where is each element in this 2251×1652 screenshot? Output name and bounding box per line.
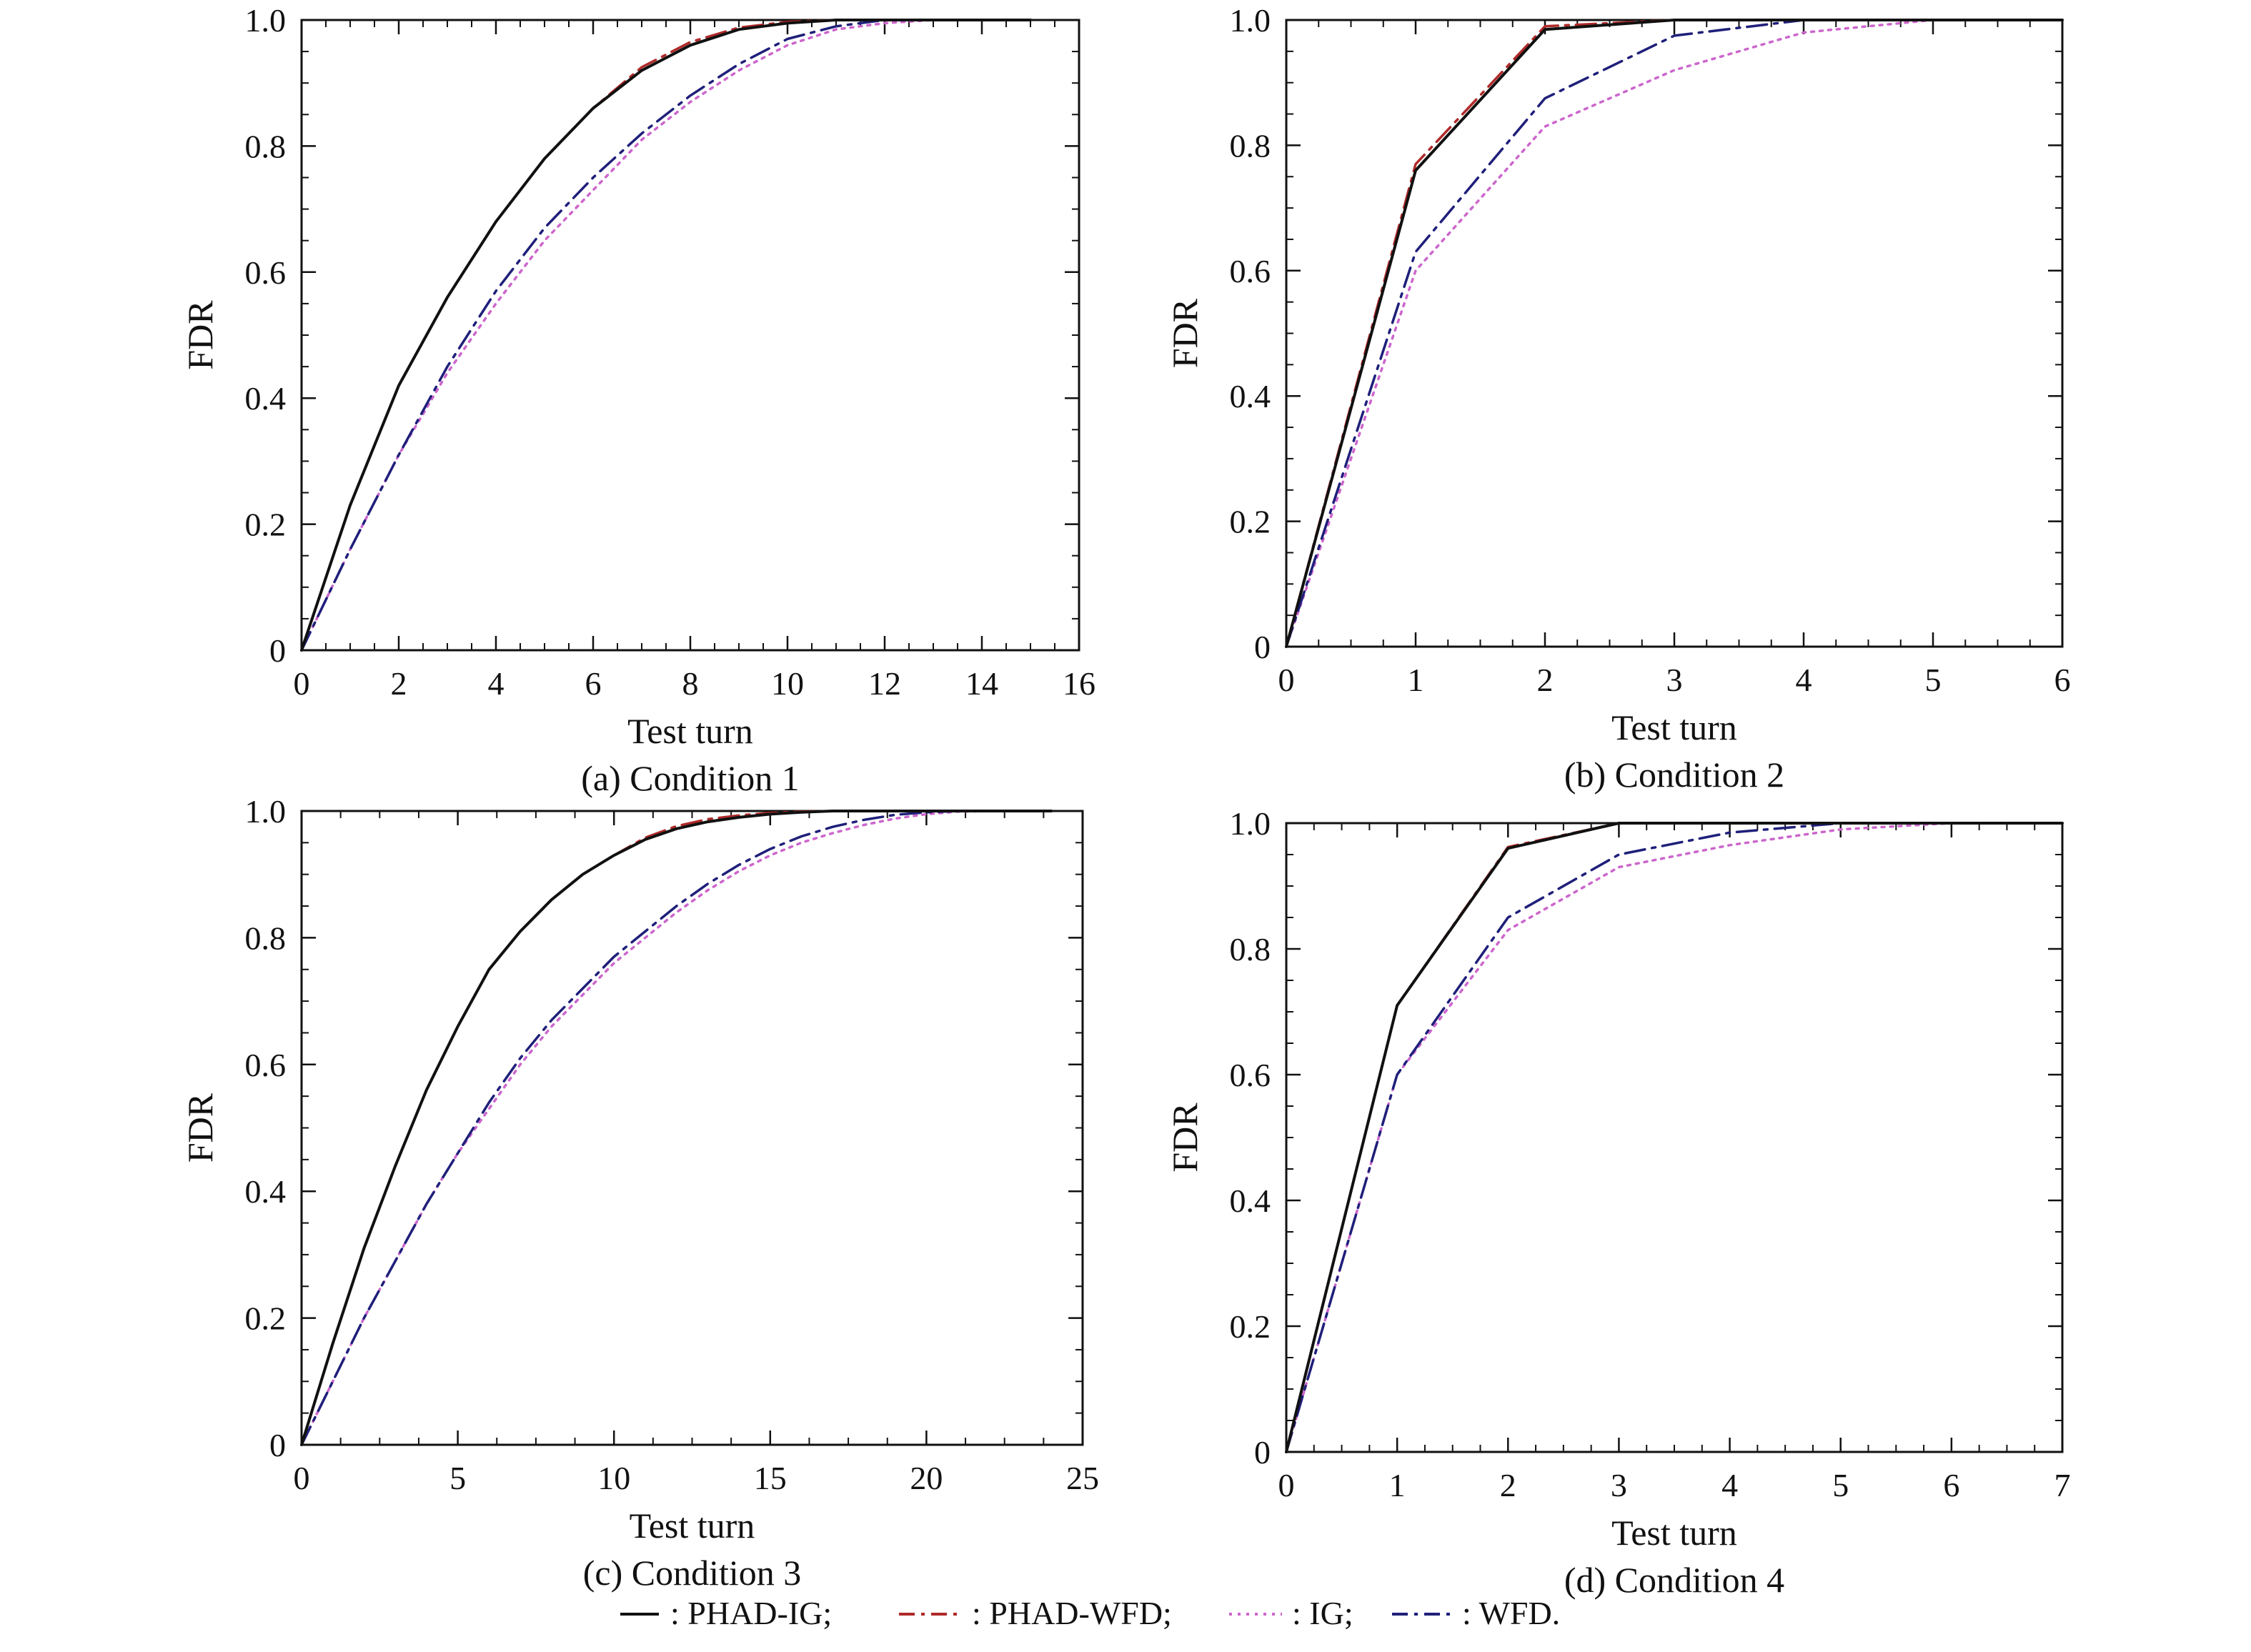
x-tick-label: 16 bbox=[1063, 665, 1095, 702]
series-line-phad-ig bbox=[300, 19, 1032, 652]
series-line-ig bbox=[1285, 19, 2064, 648]
y-tick-label: 0.4 bbox=[1230, 1183, 1271, 1219]
x-tick-label: 3 bbox=[1611, 1467, 1627, 1503]
plot-frame bbox=[1285, 19, 2064, 648]
series-line-wfd bbox=[300, 810, 1053, 1446]
plot-frame bbox=[300, 19, 1080, 652]
y-tick-label: 0 bbox=[269, 1427, 286, 1463]
legend-label: : PHAD-WFD; bbox=[972, 1595, 1172, 1631]
x-tick-label: 12 bbox=[868, 665, 901, 702]
x-tick-label: 4 bbox=[1796, 662, 1812, 698]
y-tick-label: 1.0 bbox=[245, 793, 287, 830]
x-tick-label: 6 bbox=[2054, 662, 2071, 698]
x-axis-title: Test turn bbox=[1611, 707, 1737, 747]
series-line-phad-ig bbox=[300, 810, 1053, 1446]
x-tick-label: 4 bbox=[1721, 1467, 1738, 1503]
y-tick-label: 0.2 bbox=[1230, 1308, 1271, 1345]
x-tick-label: 2 bbox=[1537, 662, 1554, 698]
x-tick-label: 14 bbox=[965, 665, 998, 702]
y-tick-label: 0 bbox=[269, 632, 286, 669]
y-tick-label: 0.8 bbox=[245, 128, 287, 164]
y-tick-label: 0.6 bbox=[1230, 1057, 1271, 1093]
x-tick-label: 5 bbox=[1832, 1467, 1849, 1503]
series-line-phad-wfd bbox=[1285, 19, 2064, 648]
y-tick-label: 1.0 bbox=[245, 2, 287, 39]
y-tick-label: 0.2 bbox=[1230, 504, 1271, 540]
panel-caption: (a) Condition 1 bbox=[581, 758, 800, 798]
y-tick-label: 0 bbox=[1254, 629, 1271, 665]
y-tick-label: 0.8 bbox=[245, 920, 287, 956]
panel-caption: (c) Condition 3 bbox=[583, 1553, 802, 1593]
x-tick-label: 8 bbox=[682, 665, 699, 702]
legend-item-ig: : IG; bbox=[1229, 1595, 1353, 1631]
x-tick-label: 4 bbox=[488, 665, 505, 702]
y-tick-label: 0.4 bbox=[1230, 378, 1271, 414]
x-tick-label: 1 bbox=[1389, 1467, 1406, 1503]
series-line-phad-ig bbox=[1285, 822, 2064, 1453]
x-tick-label: 10 bbox=[771, 665, 804, 702]
x-axis-title: Test turn bbox=[627, 711, 753, 751]
series-line-wfd bbox=[1285, 822, 2064, 1453]
y-tick-label: 1.0 bbox=[1230, 2, 1271, 39]
series-line-wfd bbox=[300, 19, 1032, 652]
legend-item-phad-wfd: : PHAD-WFD; bbox=[899, 1595, 1172, 1631]
x-tick-label: 5 bbox=[1925, 662, 1942, 698]
plot-frame bbox=[300, 810, 1084, 1446]
chart-panel-3: 0 0.2 0.4 0.6 0.8 1.0 0 5 10 15 20 25 Test turn FDR (c… bbox=[180, 793, 1099, 1593]
series-line-phad-wfd bbox=[1285, 822, 2064, 1453]
legend-item-phad-ig: : PHAD-IG; bbox=[620, 1595, 832, 1631]
legend-label: : WFD. bbox=[1462, 1595, 1560, 1631]
x-tick-label: 0 bbox=[1278, 662, 1295, 698]
y-tick-label: 0.6 bbox=[1230, 253, 1271, 289]
x-tick-label: 5 bbox=[449, 1460, 466, 1496]
legend-label: : IG; bbox=[1292, 1595, 1353, 1631]
series-line-wfd bbox=[1285, 19, 2064, 648]
legend: : PHAD-IG; : PHAD-WFD; : IG; : WFD. bbox=[620, 1595, 1560, 1631]
y-tick-label: 0.4 bbox=[245, 1173, 287, 1210]
x-tick-label: 6 bbox=[1943, 1467, 1959, 1503]
plot-frame bbox=[1285, 822, 2064, 1453]
y-tick-label: 1.0 bbox=[1230, 805, 1271, 842]
series-line-phad-ig bbox=[1285, 19, 2064, 648]
legend-label: : PHAD-IG; bbox=[670, 1595, 832, 1631]
x-tick-label: 0 bbox=[1278, 1467, 1295, 1503]
x-tick-label: 7 bbox=[2054, 1467, 2071, 1503]
y-tick-label: 0.4 bbox=[245, 380, 287, 417]
x-tick-label: 2 bbox=[1500, 1467, 1516, 1503]
chart-panel-2: 0 0.2 0.4 0.6 0.8 1.0 0 1 2 3 4 5 6 Test turn FDR (b) C… bbox=[1165, 2, 2071, 795]
x-tick-label: 6 bbox=[585, 665, 602, 702]
series-line-ig bbox=[300, 19, 1032, 652]
y-axis-title: FDR bbox=[180, 1093, 220, 1163]
panel-caption: (b) Condition 2 bbox=[1564, 755, 1784, 795]
panel-caption: (d) Condition 4 bbox=[1564, 1560, 1784, 1600]
y-tick-label: 0.8 bbox=[1230, 931, 1271, 967]
x-tick-label: 1 bbox=[1408, 662, 1424, 698]
y-axis-title: FDR bbox=[1165, 298, 1205, 368]
y-tick-label: 0.8 bbox=[1230, 127, 1271, 164]
x-tick-label: 25 bbox=[1066, 1460, 1099, 1496]
y-axis-title: FDR bbox=[180, 300, 220, 370]
chart-panel-4: 0 0.2 0.4 0.6 0.8 1.0 0 1 2 3 4 5 6 7 Test turn FDR (d) … bbox=[1165, 805, 2071, 1600]
x-axis-title: Test turn bbox=[630, 1506, 755, 1546]
x-tick-label: 2 bbox=[391, 665, 407, 702]
chart-panel-1: 0 0.2 0.4 0.6 0.8 1.0 0 2 4 6 8 10 12 14 16 Test turn FD… bbox=[180, 2, 1095, 798]
x-axis-title: Test turn bbox=[1611, 1513, 1737, 1553]
series-line-ig bbox=[1285, 822, 2064, 1453]
y-tick-label: 0.6 bbox=[245, 1047, 287, 1083]
x-tick-label: 15 bbox=[754, 1460, 787, 1496]
x-tick-label: 0 bbox=[294, 665, 310, 702]
y-tick-label: 0.2 bbox=[245, 507, 287, 543]
y-tick-label: 0 bbox=[1254, 1434, 1271, 1471]
x-tick-label: 20 bbox=[910, 1460, 943, 1496]
y-tick-label: 0.2 bbox=[245, 1300, 287, 1337]
x-tick-label: 3 bbox=[1666, 662, 1683, 698]
x-tick-label: 10 bbox=[597, 1460, 630, 1496]
legend-item-wfd: : WFD. bbox=[1392, 1595, 1560, 1631]
y-tick-label: 0.6 bbox=[245, 254, 287, 291]
y-axis-title: FDR bbox=[1165, 1103, 1205, 1173]
x-tick-label: 0 bbox=[294, 1460, 310, 1496]
